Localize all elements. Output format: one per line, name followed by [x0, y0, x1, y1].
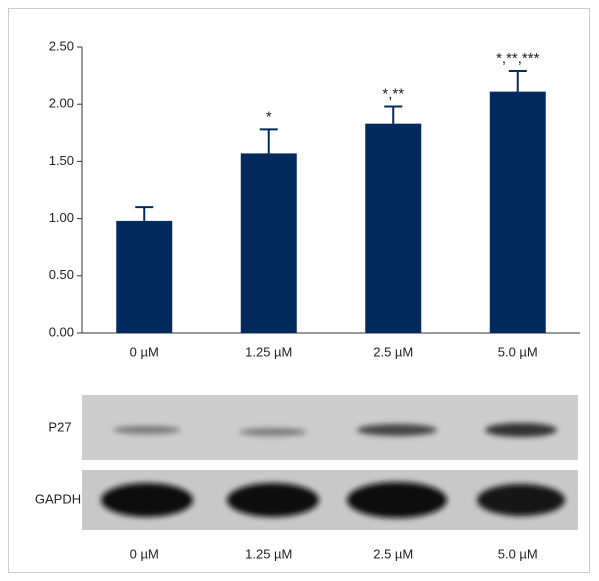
bar [116, 221, 172, 333]
x-tick-label: 5.0 µM [498, 344, 538, 359]
blot-lane-label: 5.0 µM [498, 546, 538, 561]
blot-row-label: GAPDH [35, 491, 81, 506]
x-tick-label: 2.5 µM [373, 344, 413, 359]
significance-label: *,** [382, 85, 404, 102]
blot-lane-label: 0 µM [130, 546, 159, 561]
blot-row-label: P27 [48, 419, 71, 434]
blot-lane-label: 1.25 µM [245, 546, 292, 561]
x-tick-label: 0 µM [130, 344, 159, 359]
significance-label: * [266, 108, 272, 125]
y-tick-label: 2.00 [49, 96, 74, 111]
blot-lane-label: 2.5 µM [373, 546, 413, 561]
y-tick-label: 1.50 [49, 153, 74, 168]
x-tick-label: 1.25 µM [245, 344, 292, 359]
significance-label: *,**,*** [496, 50, 540, 67]
bar [365, 124, 421, 333]
figure: P27 GAPDH 0.00 0.50 1.00 1.50 2.00 2.50 0 µM 1.… [0, 0, 599, 581]
bar [490, 92, 546, 333]
y-tick-label: 0.50 [49, 267, 74, 282]
y-tick-label: 2.50 [49, 38, 74, 53]
bar [241, 153, 297, 333]
y-tick-label: 0.00 [49, 324, 74, 339]
y-tick-label: 1.00 [49, 210, 74, 225]
